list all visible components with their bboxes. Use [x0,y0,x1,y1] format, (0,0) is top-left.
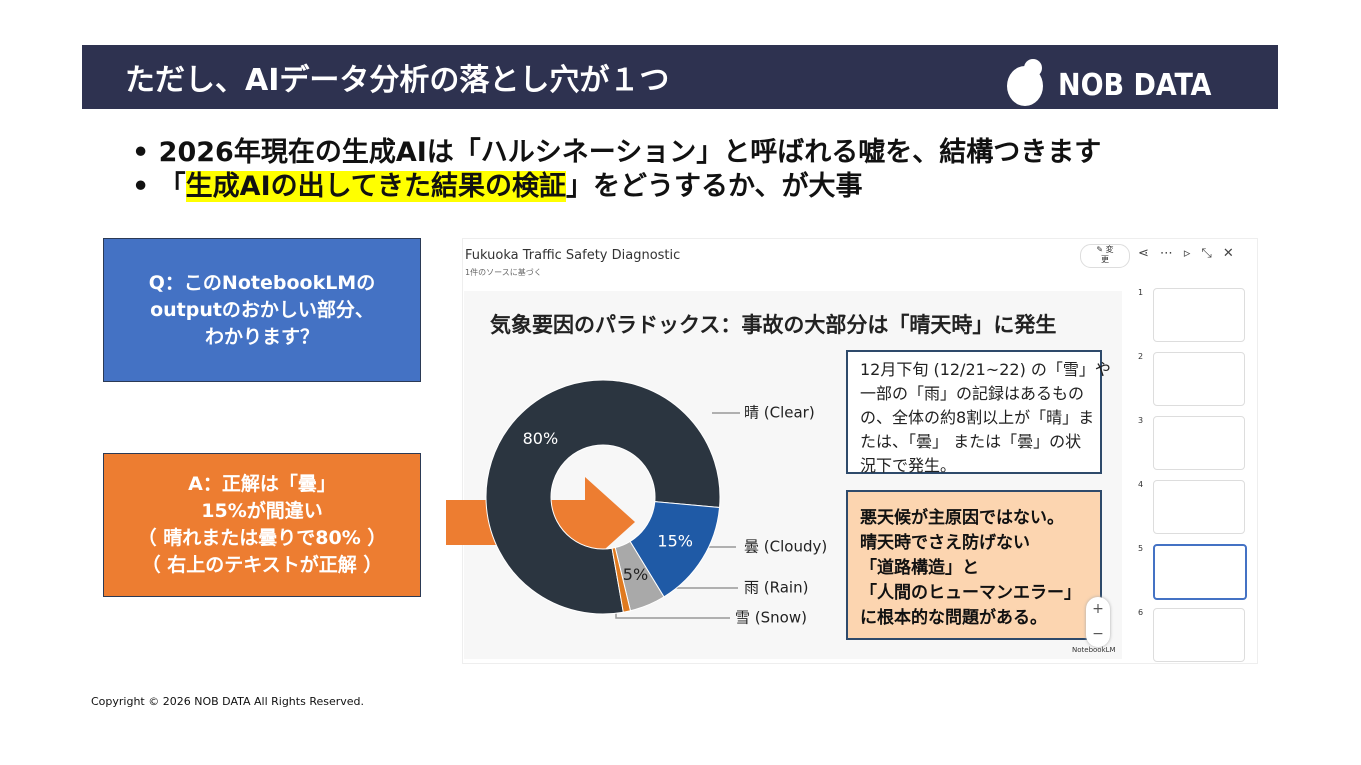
screen-title: Fukuoka Traffic Safety Diagnostic [465,248,681,263]
thumb-number: 3 [1138,416,1144,425]
copyright: Copyright © 2026 NOB DATA All Rights Res… [91,695,365,708]
zoom-control[interactable]: + − [1086,597,1110,647]
thumb-number: 5 [1138,544,1144,553]
slide-title: 気象要因のパラドックス：事故の大部分は「晴天時」に発生 [490,313,1057,337]
thumb-number: 2 [1138,352,1144,361]
callout-line: 悪天候が主原因ではない。 [860,508,1064,528]
note-line: の、全体の約8割以上が「晴」ま [860,408,1095,427]
toolbar[interactable]: ⋖⋯▹⤡✕ [1138,246,1245,261]
btn-text: 更 [1101,255,1109,264]
a-line: （ 晴れまたは曇りで80% ） [137,527,387,549]
note-box: 12月下旬 (12/21~22) の「雪」や 一部の「雨」の記録はあるもの の、全体… [846,350,1111,475]
header-title: ただし、AIデータ分析の落とし穴が１つ [125,63,670,98]
callout-line: 晴天時でさえ防げない [860,533,1030,553]
logo-icon [1007,59,1043,106]
thumbnail[interactable] [1153,288,1245,342]
answer-box: A：正解は「曇」 15%が間違い （ 晴れまたは曇りで80% ） （ 右上のテキ… [103,453,421,597]
bullet-text: 」をどうするか、が大事 [566,171,863,202]
callout-line: に根本的な問題がある。 [860,608,1047,628]
q-line: わかります？ [204,325,319,348]
a-line: A：正解は「曇」 [188,473,336,495]
screen-subtitle: 1件のソースに基づく [465,268,542,277]
callout-box: 悪天候が主原因ではない。 晴天時でさえ防げない 「道路構造」と「人間のヒューマンエラ… [846,490,1102,640]
header-bar [82,45,1278,109]
question-box: Q：このNotebookLMの outputのおかしい部分、 わかります？ [103,238,421,382]
bullet: • 2026年現在の生成AIは「ハルシネーション」と呼ばれる嘘を、結構つきます [132,137,1102,168]
a-line: 15%が間違い [201,500,323,522]
thumbnail[interactable] [1153,352,1245,406]
thumb-number: 6 [1138,608,1144,617]
bullet: • 「生成AIの出してきた結果の検証」をどうするか、が大事 [132,171,863,202]
note-line: 一部の「雨」の記録はあるもの [860,384,1085,403]
bullet-text: 「 [158,171,186,202]
callout-line: 「人間のヒューマンエラー」 [860,583,1081,603]
thumbnail[interactable] [1153,544,1247,600]
q-line: outputのおかしい部分、 [150,298,374,321]
logo: NOB DATA [1058,68,1212,103]
thumb-number: 4 [1138,480,1144,489]
q-line: Q：このNotebookLMの [148,271,376,294]
note-line: 12月下旬 (12/21~22) の「雪」や [860,360,1111,379]
note-line: 況下で発生。 [860,456,957,475]
callout-line: 「道路構造」と [860,558,979,578]
bullet-text: 2026年現在の生成AIは「ハルシネーション」と呼ばれる嘘を、結構つきます [158,137,1102,168]
watermark: NotebookLM [1072,646,1116,654]
a-line: （ 右上のテキストが正解 ） [141,554,383,576]
thumbnail[interactable] [1153,608,1245,662]
thumbnail[interactable] [1153,480,1245,534]
thumb-number: 1 [1138,288,1144,297]
edit-button[interactable]: ✎ 変更 [1080,244,1130,268]
highlight: 生成AIの出してきた結果の検証 [185,171,566,202]
thumbnail[interactable] [1153,416,1245,470]
btn-text: 変 [1105,245,1114,254]
note-line: たは、「曇」 または「曇」の状 [860,432,1082,451]
